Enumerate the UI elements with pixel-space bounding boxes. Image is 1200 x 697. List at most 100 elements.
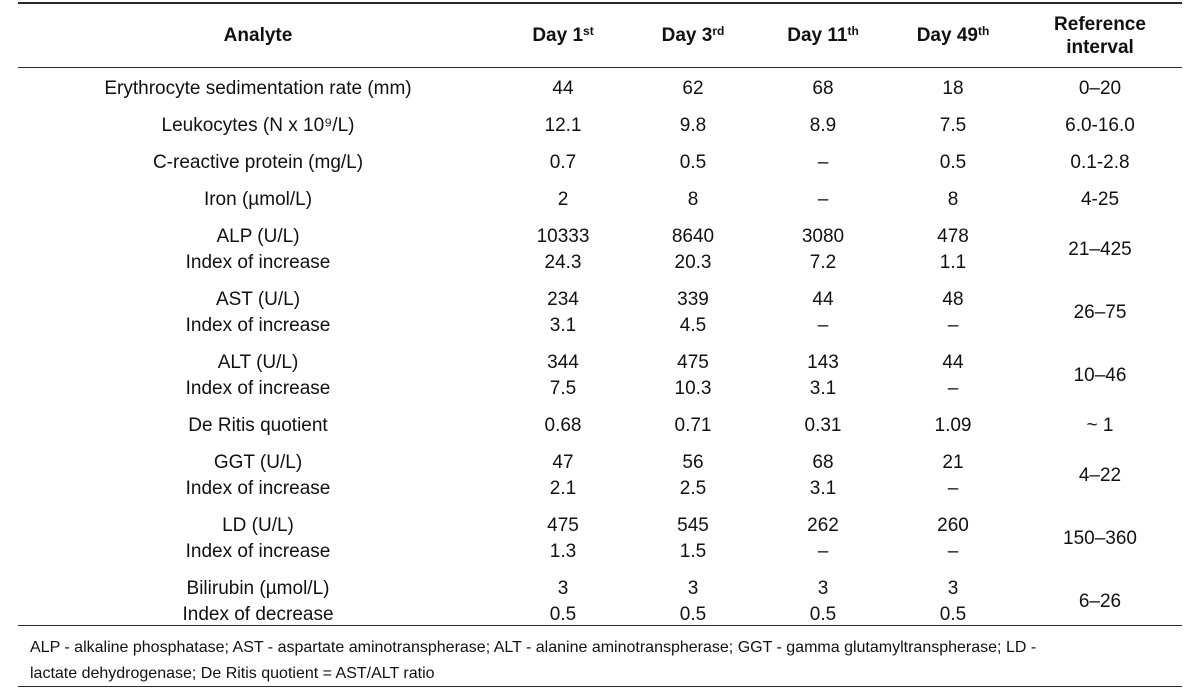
day-3-cell: 8640 20.3 [628,218,758,281]
cell-value: ALP (U/L) [216,225,300,247]
header-row: Analyte Day 1st Day 3rd Day 11th Day 49t… [18,4,1182,67]
cell-value: Index of decrease [182,603,334,625]
reference-interval-cell: 21–425 [1068,238,1132,260]
cell-value: 2 [557,188,569,210]
cell-value: GGT (U/L) [213,451,303,473]
reference-interval-cell: 150–360 [1063,527,1137,549]
cell-value: 1.5 [679,540,707,562]
day-11-cell: 262 – [758,507,888,570]
cell-value: 44 [812,288,834,310]
day-49-cell: 260 – [888,507,1018,570]
day-11-cell: – [758,144,888,181]
day-3-cell: 9.8 [628,107,758,144]
reference-interval-cell: 4–22 [1078,464,1122,486]
cell-value: 68 [812,77,834,99]
cell-value: 18 [942,77,964,99]
cell-value: – [817,314,829,336]
cell-value: 9.8 [679,114,707,136]
table-footnote: ALP - alkaline phosphatase; AST - aspart… [30,635,1180,687]
cell-value: 8 [947,188,959,210]
cell-value: Iron (µmol/L) [203,188,313,210]
cell-value: Index of increase [185,251,331,273]
day-49-cell: 44 – [888,344,1018,407]
cell-value: 0.31 [804,414,842,436]
day-1-cell: 344 7.5 [498,344,628,407]
analyte-cell: ALT (U/L) Index of increase [18,344,498,407]
cell-value: 475 [677,351,709,373]
cell-value: 10.3 [674,377,712,399]
header-rule [18,67,1182,68]
reference-interval-cell: 26–75 [1073,301,1127,323]
day-3-cell: 62 [628,70,758,107]
cell-value: 0.68 [544,414,582,436]
day-49-cell: 3 0.5 [888,570,1018,633]
cell-value: 1.1 [939,251,967,273]
cell-value: 56 [682,451,704,473]
analyte-cell: Leukocytes (N x 10⁹/L) [18,107,498,144]
day-3-cell: 0.71 [628,407,758,444]
cell-value: – [947,314,959,336]
cell-value: 0.5 [679,151,707,173]
table-row: Leukocytes (N x 10⁹/L) 12.1 9.8 8.9 7.5 6.0-1… [18,107,1182,144]
top-rule [18,2,1182,4]
results-table: Erythrocyte sedimentation rate (mm) 44 62 6… [18,70,1182,633]
cell-value: 7.2 [809,251,837,273]
day-3-cell: 3 0.5 [628,570,758,633]
cell-value: Index of increase [185,314,331,336]
day-11-cell: 143 3.1 [758,344,888,407]
day-49-cell: 48 – [888,281,1018,344]
cell-value: 2.1 [549,477,577,499]
day-49-cell: 1.09 [888,407,1018,444]
cell-value: 20.3 [674,251,712,273]
reference-interval-cell: 0.1-2.8 [1070,151,1130,173]
cell-value: 234 [547,288,579,310]
table-row: De Ritis quotient 0.68 0.71 0.31 1.09 ~ 1 [18,407,1182,444]
header-day-1: Day 1st [532,24,594,46]
table-bottom-rule [18,625,1182,626]
reference-interval-cell: 6–26 [1078,590,1122,612]
day-11-cell: 44 – [758,281,888,344]
day-1-cell: 234 3.1 [498,281,628,344]
cell-value: 3.1 [809,477,837,499]
cell-value: 0.7 [549,151,577,173]
cell-value: 8.9 [809,114,837,136]
cell-value: 260 [937,514,969,536]
day-11-cell: 8.9 [758,107,888,144]
cell-value: Erythrocyte sedimentation rate (mm) [104,77,412,99]
cell-value: 68 [812,451,834,473]
table-row: ALT (U/L) Index of increase 344 7.5 475 10.3 1… [18,344,1182,407]
cell-value: Index of increase [185,540,331,562]
cell-value: AST (U/L) [215,288,301,310]
analyte-cell: De Ritis quotient [18,407,498,444]
cell-value: 3 [557,577,569,599]
cell-value: 48 [942,288,964,310]
cell-value: 2.5 [679,477,707,499]
day-3-cell: 545 1.5 [628,507,758,570]
day-11-cell: 0.31 [758,407,888,444]
header-day-11: Day 11th [787,24,859,46]
day-49-cell: 478 1.1 [888,218,1018,281]
cell-value: Bilirubin (µmol/L) [186,577,330,599]
table-row: LD (U/L) Index of increase 475 1.3 545 1.5 262… [18,507,1182,570]
cell-value: 1.09 [934,414,972,436]
day-1-cell: 0.7 [498,144,628,181]
cell-value: 0.5 [809,603,837,625]
cell-value: 3 [947,577,959,599]
cell-value: 7.5 [939,114,967,136]
footnote-line-1: ALP - alkaline phosphatase; AST - aspart… [30,639,1037,656]
analyte-cell: GGT (U/L) Index of increase [18,444,498,507]
cell-value: 478 [937,225,969,247]
footnote-line-2: lactate dehydrogenase; De Ritis quotient… [30,665,435,682]
reference-interval-cell: ~ 1 [1086,414,1114,436]
day-1-cell: 44 [498,70,628,107]
cell-value: Index of increase [185,477,331,499]
cell-value: 8 [687,188,699,210]
reference-interval-cell: 6.0-16.0 [1065,114,1135,136]
table-row: Erythrocyte sedimentation rate (mm) 44 62 6… [18,70,1182,107]
analyte-cell: LD (U/L) Index of increase [18,507,498,570]
cell-value: 7.5 [549,377,577,399]
cell-value: Leukocytes (N x 10⁹/L) [161,114,355,136]
day-1-cell: 47 2.1 [498,444,628,507]
table-header: Analyte Day 1st Day 3rd Day 11th Day 49t… [18,4,1182,67]
header-analyte: Analyte [223,25,293,46]
